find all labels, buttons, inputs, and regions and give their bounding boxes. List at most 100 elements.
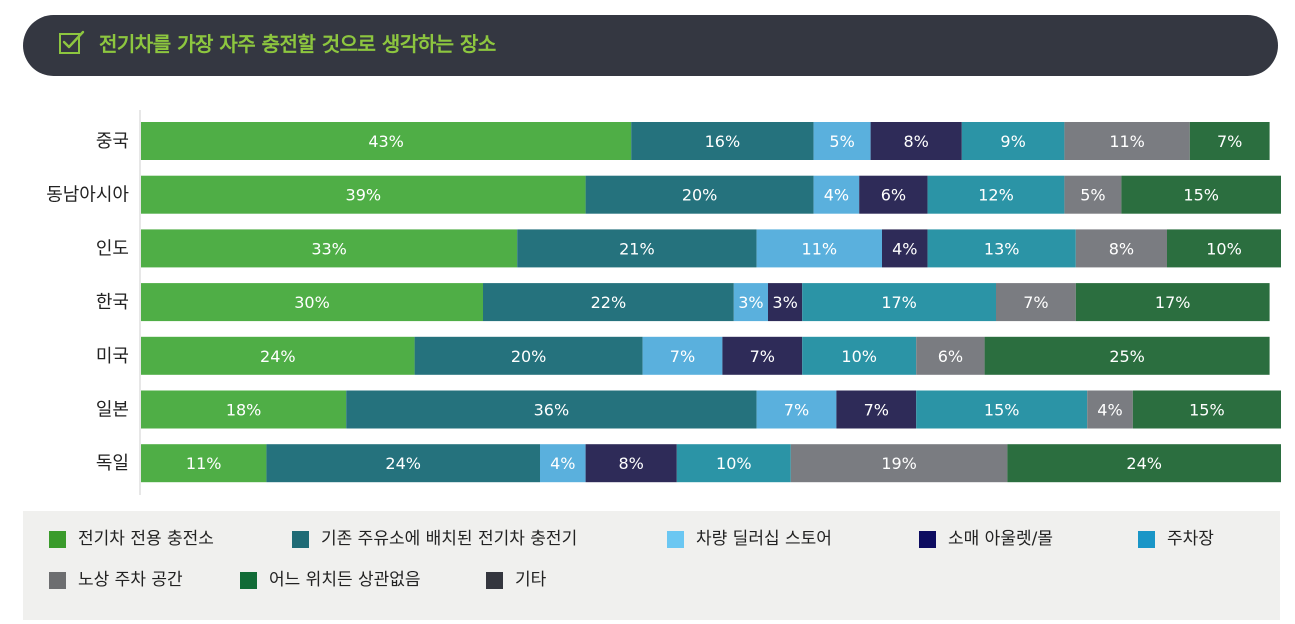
bar-segment — [859, 175, 928, 214]
chart-title: 전기차를 가장 자주 충전할 것으로 생각하는 장소 — [99, 32, 496, 56]
data-label: 8% — [619, 454, 644, 473]
data-label: 24% — [385, 454, 421, 473]
data-label: 21% — [619, 239, 655, 258]
legend-item: 노상 주차 공간 — [49, 568, 183, 592]
category-label: 인도 — [96, 238, 129, 259]
data-label: 24% — [260, 347, 296, 366]
bar-segment — [802, 283, 996, 322]
bar-segment — [836, 390, 917, 429]
data-label: 17% — [1155, 293, 1191, 312]
bar-segment — [722, 336, 803, 375]
bar-segment — [266, 444, 540, 483]
legend-item: 차량 딜러십 스토어 — [667, 527, 832, 551]
data-label: 6% — [881, 186, 906, 205]
data-label: 12% — [978, 186, 1014, 205]
data-label: 15% — [984, 401, 1020, 420]
data-label: 9% — [1000, 132, 1025, 151]
data-label: 13% — [984, 239, 1020, 258]
data-label: 43% — [368, 132, 404, 151]
bar-segment — [1064, 122, 1190, 160]
bar-segment — [1075, 283, 1270, 322]
data-label: 15% — [1183, 186, 1219, 205]
checkbox-check-icon — [59, 30, 85, 54]
bar-segment — [540, 444, 586, 483]
legend-label: 기존 주유소에 배치된 전기차 충전기 — [321, 529, 578, 549]
data-label: 4% — [824, 186, 849, 205]
bar-segment — [141, 175, 586, 214]
bar-segment — [916, 336, 985, 375]
bar-segment — [483, 283, 734, 322]
bar-segment — [1189, 122, 1270, 160]
bar-segment — [813, 122, 871, 160]
bar-segment — [346, 390, 757, 429]
data-label: 11% — [186, 454, 222, 473]
stacked-bar-chart: 중국 43% 16% 5% 8% 9% 11% 7% 동남아시아 39% 20% 4% 6% 12% 5% 1… — [46, 110, 1281, 495]
data-label: 8% — [1109, 239, 1134, 258]
bar-segment — [141, 390, 347, 429]
bar-segment — [1087, 390, 1133, 429]
data-label: 4% — [892, 239, 917, 258]
data-label: 36% — [534, 401, 570, 420]
legend-label: 주차장 — [1167, 529, 1214, 549]
bar-segment — [984, 336, 1270, 375]
data-label: 7% — [670, 347, 695, 366]
bar-segment — [927, 229, 1076, 268]
title-bar: 전기차를 가장 자주 충전할 것으로 생각하는 장소 — [23, 15, 1278, 76]
data-label: 17% — [881, 293, 917, 312]
data-label: 20% — [682, 186, 718, 205]
data-label: 22% — [591, 293, 627, 312]
bar-segment — [768, 283, 803, 322]
category-label: 한국 — [96, 292, 129, 313]
bar-segment — [676, 444, 791, 483]
legend-swatch — [667, 530, 684, 548]
data-label: 20% — [511, 347, 547, 366]
data-label: 18% — [226, 401, 262, 420]
data-label: 5% — [829, 132, 854, 151]
data-label: 4% — [550, 454, 575, 473]
legend-swatch — [292, 530, 309, 548]
data-label: 16% — [705, 132, 741, 151]
chart-legend: 전기차 전용 충전소 기존 주유소에 배치된 전기차 충전기 차량 딜러십 스토어 소… — [23, 511, 1280, 620]
bar-segment — [517, 229, 757, 268]
bar-segment — [756, 390, 837, 429]
bar-segment — [927, 175, 1065, 214]
legend-item: 주차장 — [1138, 527, 1214, 551]
bar-segment — [1007, 444, 1281, 483]
legend-label: 노상 주차 공간 — [78, 570, 183, 590]
bar-segment — [813, 175, 860, 214]
bar-segment — [141, 444, 267, 483]
category-label: 일본 — [96, 400, 129, 421]
data-label: 6% — [938, 347, 963, 366]
legend-item: 기타 — [486, 568, 546, 592]
category-label: 미국 — [96, 346, 129, 367]
legend-item: 기존 주유소에 배치된 전기차 충전기 — [292, 527, 577, 551]
data-label: 3% — [772, 293, 797, 312]
data-label: 7% — [1023, 293, 1048, 312]
legend-label: 차량 딜러십 스토어 — [696, 529, 832, 549]
legend-item: 전기차 전용 충전소 — [49, 527, 214, 551]
bar-segment — [882, 229, 928, 268]
legend-swatch — [49, 571, 66, 589]
data-label: 24% — [1126, 454, 1162, 473]
bar-segment — [916, 390, 1088, 429]
bar-segment — [1075, 229, 1167, 268]
bar-segment — [756, 229, 882, 268]
category-label: 독일 — [96, 453, 129, 474]
legend-label: 기타 — [515, 570, 547, 590]
legend-swatch — [1138, 530, 1155, 548]
data-label: 30% — [294, 293, 330, 312]
legend-swatch — [240, 571, 257, 589]
data-label: 5% — [1080, 186, 1105, 205]
data-label: 11% — [802, 239, 838, 258]
category-label: 중국 — [96, 131, 129, 152]
data-label: 10% — [716, 454, 752, 473]
legend-swatch — [919, 530, 936, 548]
data-label: 10% — [1206, 239, 1242, 258]
bar-segment — [802, 336, 917, 375]
bar-segment — [585, 175, 814, 214]
data-label: 7% — [784, 401, 809, 420]
bar-segment — [1064, 175, 1122, 214]
data-label: 15% — [1189, 401, 1225, 420]
data-label: 7% — [750, 347, 775, 366]
bar-segment — [141, 336, 415, 375]
